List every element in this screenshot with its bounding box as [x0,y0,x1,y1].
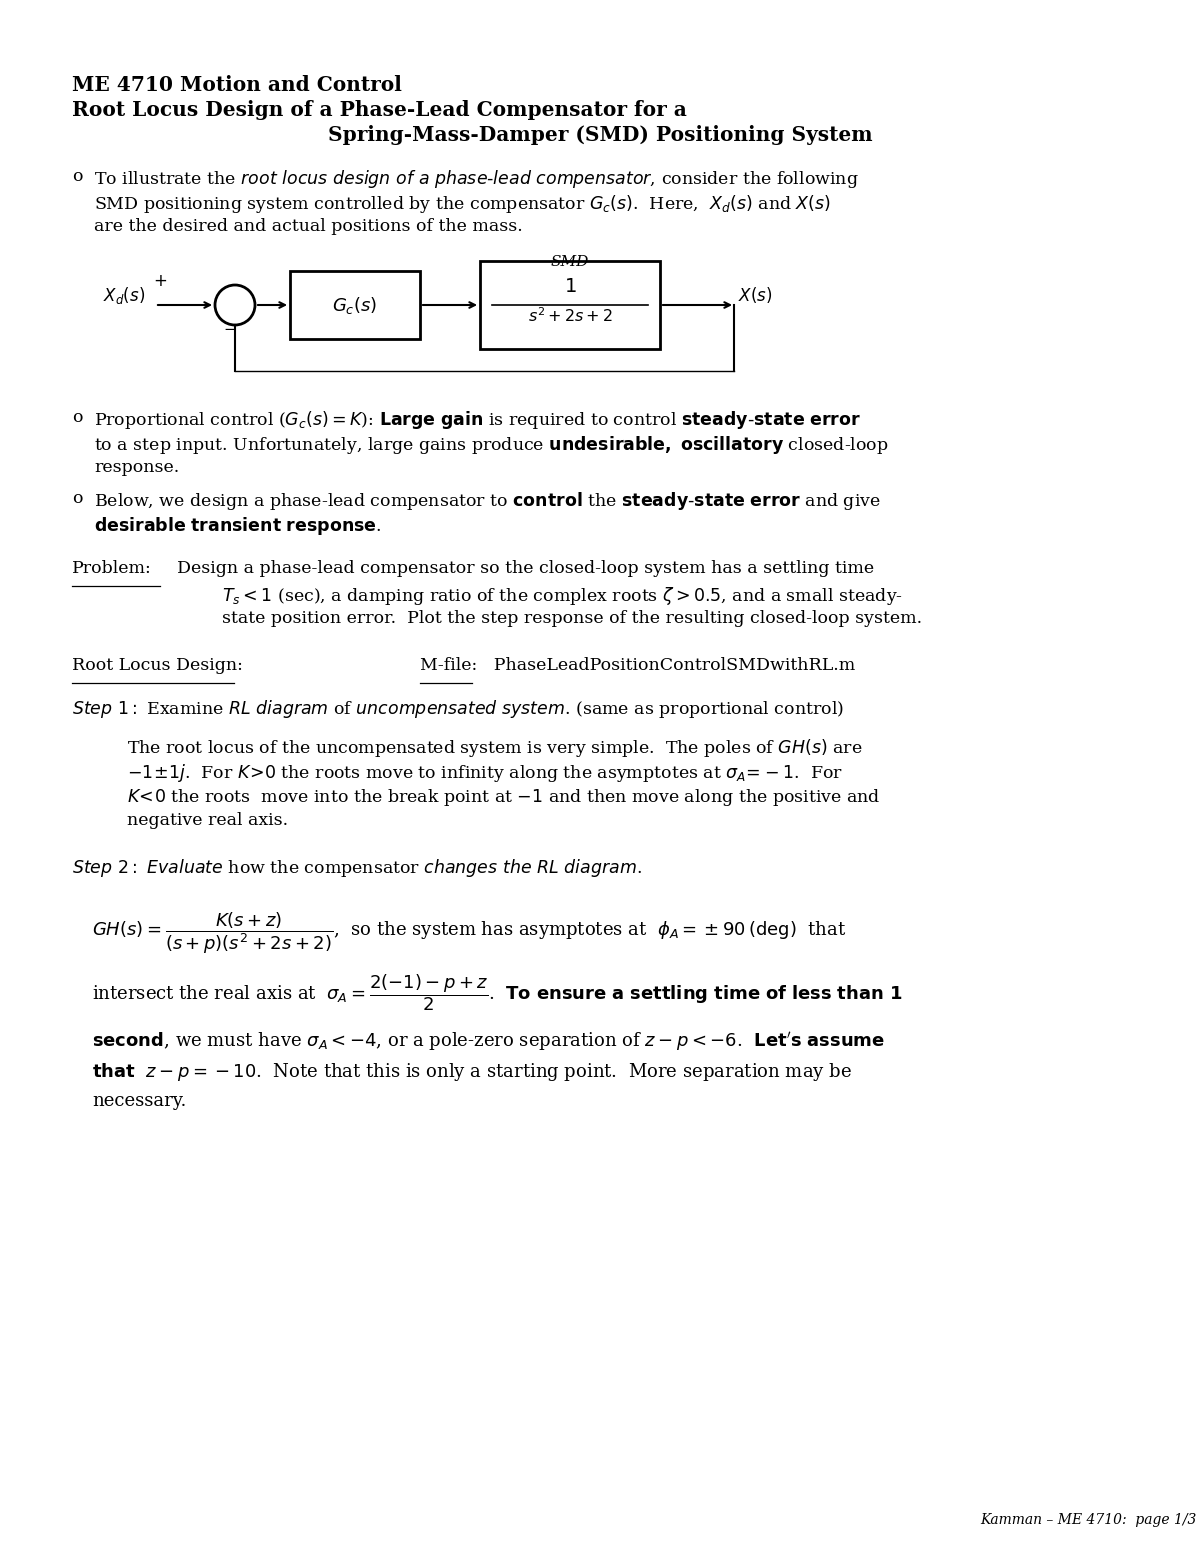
Text: SMD: SMD [551,255,589,269]
Text: Design a phase-lead compensator so the closed-loop system has a settling time: Design a phase-lead compensator so the c… [178,561,874,578]
Text: Kamman – ME 4710:  page 1/3: Kamman – ME 4710: page 1/3 [980,1513,1196,1527]
Text: $+$: $+$ [154,272,167,289]
Text: $T_s < 1$ (sec), a damping ratio of the complex roots $\zeta > 0.5$, and a small: $T_s < 1$ (sec), a damping ratio of the … [222,585,902,607]
Text: $-1\!\pm\!1j$.  For $K\!>\!0$ the roots move to infinity along the asymptotes at: $-1\!\pm\!1j$. For $K\!>\!0$ the roots m… [127,763,842,784]
Text: $\mathit{Step\ 1:}$ Examine $\mathbf{\mathit{RL\ diagram}}$ of $\mathbf{\mathit{: $\mathit{Step\ 1:}$ Examine $\mathbf{\ma… [72,697,844,721]
Text: negative real axis.: negative real axis. [127,812,288,829]
Text: $\mathit{\mathbf{desirable\ transient\ response}}$.: $\mathit{\mathbf{desirable\ transient\ r… [94,516,382,537]
Text: Root Locus Design of a Phase-Lead Compensator for a: Root Locus Design of a Phase-Lead Compen… [72,99,686,120]
Text: Root Locus Design:: Root Locus Design: [72,657,242,674]
Text: intersect the real axis at  $\sigma_A = \dfrac{2(-1)-p+z}{2}$.  $\mathit{\mathbf: intersect the real axis at $\sigma_A = \… [92,972,902,1013]
Text: $X_d(s)$: $X_d(s)$ [103,284,145,306]
Text: Proportional control ($G_c(s) = K$): $\mathit{\mathbf{Large\ gain}}$ is required: Proportional control ($G_c(s) = K$): $\m… [94,408,860,432]
Text: o: o [72,491,83,506]
Text: $s^2+2s+2$: $s^2+2s+2$ [528,307,612,326]
Text: Problem:: Problem: [72,561,151,578]
Text: Below, we design a phase-lead compensator to $\mathbf{control}$ the $\mathit{\ma: Below, we design a phase-lead compensato… [94,491,881,512]
Text: o: o [72,408,83,426]
Text: $G_c(s)$: $G_c(s)$ [332,295,378,315]
Text: SMD positioning system controlled by the compensator $G_c(s)$.  Here,  $X_d(s)$ : SMD positioning system controlled by the… [94,193,830,214]
Text: Spring-Mass-Damper (SMD) Positioning System: Spring-Mass-Damper (SMD) Positioning Sys… [328,124,872,144]
Text: $\mathit{Step\ 2:}$ $\mathit{Evaluate}$ how the compensator $\mathbf{\mathit{cha: $\mathit{Step\ 2:}$ $\mathit{Evaluate}$ … [72,857,642,879]
Text: $\mathit{\mathbf{second}}$, we must have $\sigma_A < -4$, or a pole-zero separat: $\mathit{\mathbf{second}}$, we must have… [92,1030,886,1053]
Text: $-$: $-$ [223,321,236,335]
Text: $\mathit{\mathbf{that}}$  $z - p = -10$.  Note that this is only a starting poin: $\mathit{\mathbf{that}}$ $z - p = -10$. … [92,1061,852,1082]
Bar [480,261,660,349]
Text: response.: response. [94,460,179,477]
Text: The root locus of the uncompensated system is very simple.  The poles of $GH(s)$: The root locus of the uncompensated syst… [127,738,863,759]
Text: o: o [72,168,83,185]
Text: M-file:   PhaseLeadPositionControlSMDwithRL.m: M-file: PhaseLeadPositionControlSMDwithR… [420,657,856,674]
Bar [290,272,420,339]
Text: to a step input. Unfortunately, large gains produce $\mathit{\mathbf{undesirable: to a step input. Unfortunately, large ga… [94,433,889,457]
Text: $X(s)$: $X(s)$ [738,286,773,304]
Text: state position error.  Plot the step response of the resulting closed-loop syste: state position error. Plot the step resp… [222,610,922,627]
Text: $GH(s) = \dfrac{K(s+z)}{(s+p)(s^2+2s+2)}$,  so the system has asymptotes at  $\p: $GH(s) = \dfrac{K(s+z)}{(s+p)(s^2+2s+2)}… [92,910,846,955]
Text: $1$: $1$ [564,278,576,297]
Text: ME 4710 Motion and Control: ME 4710 Motion and Control [72,75,402,95]
Text: To illustrate the $\mathit{root\ locus\ design\ of\ a\ phase\text{-}lead\ compen: To illustrate the $\mathit{root\ locus\ … [94,168,859,189]
Text: $K\!<\!0$ the roots  move into the break point at $-1$ and then move along the p: $K\!<\!0$ the roots move into the break … [127,787,881,808]
Text: are the desired and actual positions of the mass.: are the desired and actual positions of … [94,217,523,235]
Text: necessary.: necessary. [92,1092,186,1110]
